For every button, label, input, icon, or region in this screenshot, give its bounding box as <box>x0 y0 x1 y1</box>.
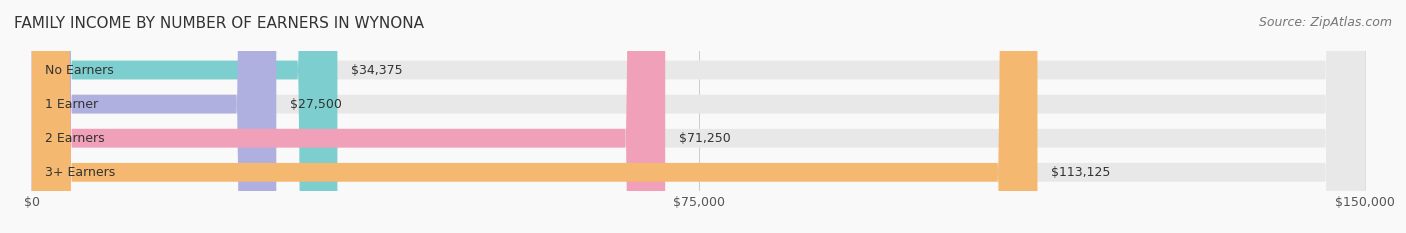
FancyBboxPatch shape <box>32 0 277 233</box>
Text: $27,500: $27,500 <box>290 98 342 111</box>
FancyBboxPatch shape <box>32 0 1365 233</box>
Text: Source: ZipAtlas.com: Source: ZipAtlas.com <box>1258 16 1392 29</box>
Text: 1 Earner: 1 Earner <box>45 98 98 111</box>
Text: $113,125: $113,125 <box>1050 166 1111 179</box>
Text: FAMILY INCOME BY NUMBER OF EARNERS IN WYNONA: FAMILY INCOME BY NUMBER OF EARNERS IN WY… <box>14 16 425 31</box>
FancyBboxPatch shape <box>32 0 1365 233</box>
Text: No Earners: No Earners <box>45 64 114 76</box>
FancyBboxPatch shape <box>32 0 337 233</box>
Text: $71,250: $71,250 <box>679 132 730 145</box>
FancyBboxPatch shape <box>32 0 1365 233</box>
Text: $34,375: $34,375 <box>350 64 402 76</box>
Text: 2 Earners: 2 Earners <box>45 132 105 145</box>
FancyBboxPatch shape <box>32 0 665 233</box>
FancyBboxPatch shape <box>32 0 1365 233</box>
Text: 3+ Earners: 3+ Earners <box>45 166 115 179</box>
FancyBboxPatch shape <box>32 0 1038 233</box>
